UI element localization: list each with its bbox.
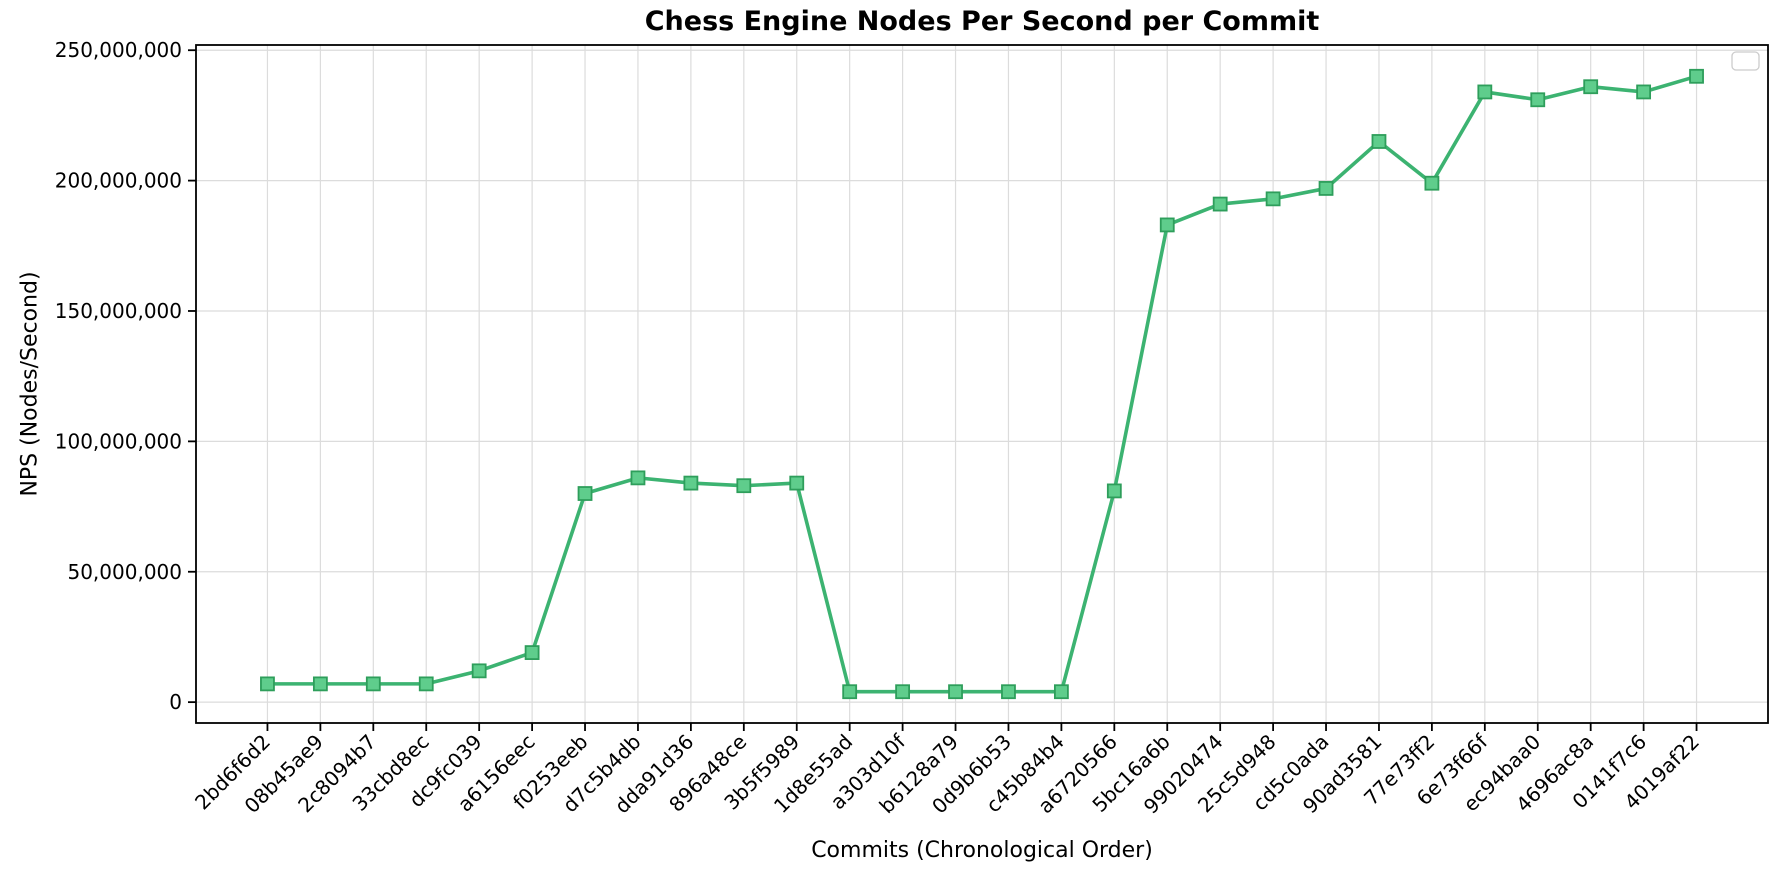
data-point-marker	[1424, 175, 1440, 191]
data-point-marker	[1477, 84, 1493, 100]
y-axis-ticks: 0 50,000,000 100,000,000 150,000,000 200,000…	[55, 38, 196, 714]
data-point-marker	[1212, 196, 1228, 212]
y-tick-label: 0	[169, 690, 182, 714]
y-tick-label: 50,000,000	[67, 560, 182, 584]
data-point-marker	[471, 663, 487, 679]
data-point-marker	[736, 478, 752, 494]
data-point-marker	[1265, 191, 1281, 207]
legend-box	[1731, 51, 1760, 71]
y-tick-label: 200,000,000	[55, 169, 182, 193]
plot-background	[196, 45, 1768, 723]
nps-line-series	[265, 74, 1699, 694]
x-axis-label: Commits (Chronological Order)	[811, 838, 1153, 863]
grid-lines	[196, 45, 1768, 723]
data-point-marker	[1318, 181, 1334, 196]
y-tick-label: 250,000,000	[55, 38, 182, 62]
data-point-marker	[1001, 684, 1016, 700]
axes-frame	[195, 44, 1769, 724]
data-point-marker	[524, 645, 540, 660]
x-axis-ticks: 2bd6f6d208b45ae92c8094b733cbd8ecdc9fc039…	[190, 723, 1704, 819]
data-point-marker	[1689, 68, 1704, 84]
data-point-markers	[260, 68, 1704, 700]
data-point-marker	[789, 475, 805, 491]
data-point-marker	[842, 684, 858, 700]
data-point-marker	[630, 470, 646, 486]
data-point-marker	[1106, 483, 1122, 499]
data-point-marker	[1530, 92, 1546, 108]
data-point-marker	[312, 676, 328, 692]
data-point-marker	[260, 676, 275, 692]
chart-title: Chess Engine Nodes Per Second per Commit	[644, 6, 1320, 37]
data-point-marker	[1583, 79, 1599, 95]
y-axis-label: NPS (Nodes/Second)	[17, 271, 43, 497]
data-point-marker	[1636, 84, 1652, 100]
data-point-marker	[1053, 684, 1069, 700]
data-point-marker	[683, 475, 699, 491]
y-tick-label: 150,000,000	[55, 299, 182, 323]
data-point-marker	[948, 684, 963, 700]
data-point-marker	[1371, 134, 1387, 149]
data-point-marker	[365, 676, 381, 692]
data-point-marker	[895, 684, 911, 700]
data-point-marker	[418, 676, 434, 692]
data-point-marker	[1159, 217, 1175, 233]
y-tick-label: 100,000,000	[55, 429, 182, 453]
data-point-marker	[577, 486, 593, 501]
